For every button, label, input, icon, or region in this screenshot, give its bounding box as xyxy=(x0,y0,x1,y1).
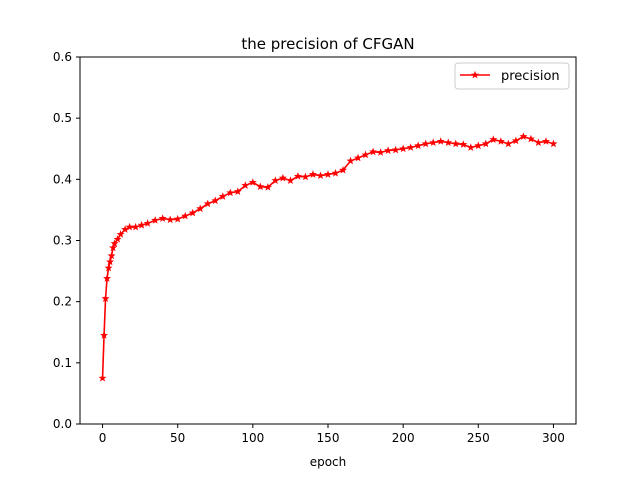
ticks-layer: 0 50 100 150 200 250 300 0.0 0.1 0.2 0.3 0.4 0.5 0.6 xyxy=(53,50,565,445)
data-point xyxy=(466,143,475,151)
data-point xyxy=(489,135,498,143)
data-point xyxy=(109,243,118,252)
x-tick-label: 50 xyxy=(170,431,185,445)
data-point xyxy=(256,182,265,191)
data-point xyxy=(474,141,483,150)
data-point xyxy=(496,137,505,145)
x-tick-label: 300 xyxy=(542,431,565,445)
data-point xyxy=(369,147,378,156)
data-point xyxy=(526,134,535,143)
x-axis-label: epoch xyxy=(310,455,347,469)
legend-label-precision: precision xyxy=(501,69,560,84)
data-point xyxy=(324,170,332,178)
y-tick-label: 0.2 xyxy=(53,295,72,309)
data-point xyxy=(414,141,423,150)
y-tick-label: 0.3 xyxy=(53,234,72,248)
data-point xyxy=(107,251,116,260)
data-point xyxy=(173,214,182,223)
data-point xyxy=(211,196,220,205)
data-point xyxy=(103,274,112,282)
data-point xyxy=(459,140,468,148)
data-point xyxy=(104,263,113,272)
data-point xyxy=(218,192,227,200)
data-point xyxy=(429,138,438,147)
data-point xyxy=(151,216,160,224)
y-tick-label: 0.4 xyxy=(53,172,72,186)
chart-title: the precision of CFGAN xyxy=(241,35,414,53)
data-point xyxy=(101,294,110,303)
data-point xyxy=(110,239,119,247)
data-point xyxy=(131,222,140,231)
data-point xyxy=(100,331,109,339)
data-point xyxy=(346,156,355,165)
data-point xyxy=(406,143,415,151)
data-point xyxy=(534,138,543,147)
data-point xyxy=(116,230,125,238)
x-tick-label: 0 xyxy=(99,431,107,445)
x-tick-label: 150 xyxy=(317,431,340,445)
x-tick-label: 200 xyxy=(392,431,415,445)
x-tick-label: 100 xyxy=(241,431,264,445)
plot-frame xyxy=(79,56,577,425)
data-point xyxy=(241,181,250,189)
legend-marker xyxy=(471,70,479,79)
x-tick-label: 250 xyxy=(467,431,490,445)
data-point xyxy=(376,148,385,156)
data-point xyxy=(421,139,430,148)
data-point xyxy=(158,214,167,222)
data-point xyxy=(444,138,453,147)
data-point xyxy=(233,187,242,195)
data-point xyxy=(121,225,130,233)
legend: precision xyxy=(454,62,570,90)
data-point xyxy=(226,188,235,197)
data-point xyxy=(293,172,302,180)
data-point xyxy=(316,171,325,180)
data-point xyxy=(301,172,310,181)
data-point xyxy=(541,137,550,145)
y-tick-label: 0.0 xyxy=(53,417,72,431)
data-point xyxy=(271,176,280,184)
data-point xyxy=(331,169,340,177)
data-point xyxy=(263,183,272,191)
data-point xyxy=(436,137,445,145)
legend-box xyxy=(454,62,570,90)
data-layer xyxy=(98,132,558,382)
data-point xyxy=(384,146,393,154)
data-point xyxy=(391,145,400,154)
data-point xyxy=(504,139,513,148)
data-point xyxy=(339,165,348,174)
data-point xyxy=(399,144,408,153)
data-point xyxy=(549,139,558,148)
data-point xyxy=(166,215,175,224)
y-tick-label: 0.1 xyxy=(53,356,72,370)
data-point xyxy=(286,176,295,184)
data-point xyxy=(308,170,317,178)
data-point xyxy=(248,178,257,186)
data-point xyxy=(113,235,122,243)
data-point xyxy=(181,211,190,220)
y-tick-label: 0.5 xyxy=(53,111,72,125)
data-point xyxy=(511,136,520,145)
data-point xyxy=(196,204,205,213)
data-point xyxy=(481,139,490,148)
data-point xyxy=(354,153,363,162)
data-point xyxy=(451,139,460,148)
y-tick-label: 0.6 xyxy=(53,50,72,64)
data-point xyxy=(98,373,107,382)
data-point xyxy=(143,219,152,227)
data-point xyxy=(188,208,197,217)
data-point xyxy=(361,150,370,159)
data-point xyxy=(125,222,134,231)
data-point xyxy=(106,257,115,266)
data-point xyxy=(278,173,287,182)
data-point xyxy=(203,199,212,208)
data-point xyxy=(519,132,528,140)
data-point xyxy=(137,221,146,229)
